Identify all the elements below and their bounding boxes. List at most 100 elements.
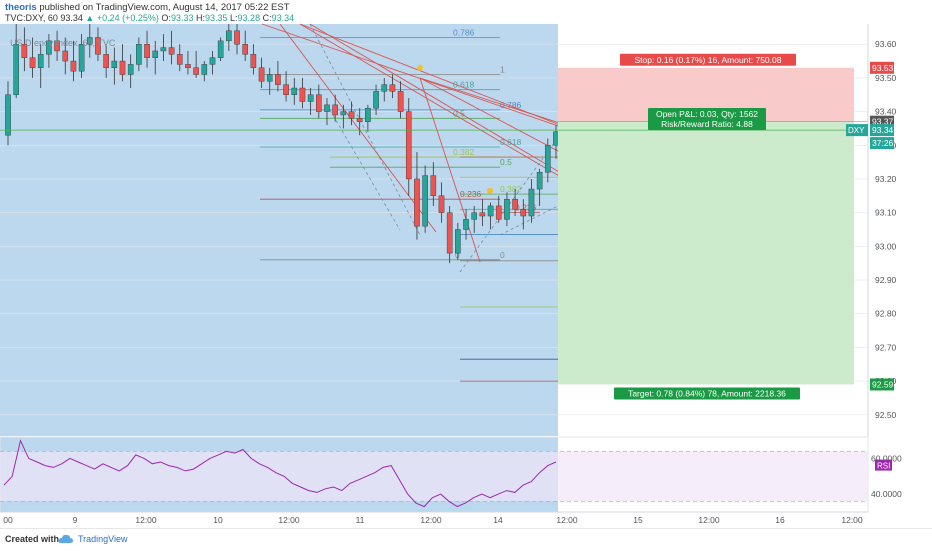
candle[interactable]: [324, 104, 330, 112]
author-link[interactable]: theoris: [5, 2, 37, 13]
price-tick-label: 92.90: [875, 275, 897, 285]
low-value: 93.28: [237, 13, 261, 23]
candle[interactable]: [258, 67, 265, 82]
candle[interactable]: [21, 44, 28, 58]
candle[interactable]: [455, 229, 461, 254]
candle[interactable]: [487, 205, 494, 217]
candle[interactable]: [62, 50, 69, 62]
candle[interactable]: [46, 40, 52, 55]
symbol-tag-box: [846, 124, 868, 137]
candle[interactable]: [193, 67, 199, 75]
time-tick-label: 00: [3, 515, 13, 525]
candle[interactable]: [463, 219, 469, 230]
candle[interactable]: [422, 175, 428, 227]
candle[interactable]: [438, 195, 445, 213]
candle[interactable]: [275, 74, 281, 85]
candle[interactable]: [70, 60, 77, 72]
candle[interactable]: [545, 145, 551, 173]
candle[interactable]: [332, 104, 338, 116]
candle[interactable]: [95, 37, 101, 55]
time-tick-label: 15: [633, 515, 643, 525]
candle[interactable]: [127, 64, 134, 75]
candle[interactable]: [242, 44, 248, 55]
candle[interactable]: [209, 57, 216, 65]
candle[interactable]: [389, 84, 396, 92]
candle[interactable]: [471, 212, 478, 220]
projection-line[interactable]: [459, 134, 561, 273]
candle[interactable]: [5, 94, 11, 136]
low-label: L:: [230, 13, 238, 23]
candle[interactable]: [136, 44, 142, 65]
candle[interactable]: [348, 111, 355, 119]
candle[interactable]: [119, 60, 126, 75]
price-tick-label: 93.10: [875, 208, 897, 218]
candle[interactable]: [103, 54, 109, 68]
candle[interactable]: [13, 44, 19, 95]
candle[interactable]: [217, 40, 224, 58]
candle[interactable]: [86, 37, 93, 45]
candle[interactable]: [373, 91, 379, 109]
candle[interactable]: [29, 57, 36, 68]
candle[interactable]: [512, 198, 518, 210]
candle[interactable]: [397, 91, 404, 112]
target-zone[interactable]: [558, 121, 854, 385]
fib-level-label: 0.786: [500, 100, 522, 110]
anchor-point[interactable]: [417, 64, 423, 71]
projection-line[interactable]: [329, 109, 401, 231]
trend-line[interactable]: [419, 77, 481, 263]
candle[interactable]: [168, 47, 175, 55]
candle[interactable]: [316, 94, 322, 112]
candle[interactable]: [405, 111, 412, 180]
candle[interactable]: [37, 54, 44, 68]
candle[interactable]: [250, 54, 257, 68]
candle[interactable]: [414, 178, 420, 227]
target-label-box[interactable]: [614, 387, 800, 400]
candle[interactable]: [111, 60, 118, 68]
candle[interactable]: [340, 111, 347, 116]
candle[interactable]: [307, 94, 314, 102]
tradingview-brand[interactable]: TradingView: [78, 534, 128, 544]
fib-level-label: 0.618: [453, 80, 475, 90]
candle[interactable]: [430, 175, 437, 197]
candle[interactable]: [234, 30, 240, 45]
pnl-box[interactable]: [648, 107, 766, 130]
stop-label-box[interactable]: [620, 53, 796, 66]
candle[interactable]: [381, 84, 388, 92]
candle[interactable]: [520, 209, 527, 217]
candle[interactable]: [78, 44, 85, 72]
candle[interactable]: [553, 131, 559, 146]
candle[interactable]: [152, 50, 159, 58]
stop-price-tag-box: [870, 61, 894, 74]
candle[interactable]: [144, 44, 150, 58]
up-arrow-icon: ▲: [85, 13, 95, 23]
candle[interactable]: [201, 64, 208, 75]
trend-line[interactable]: [279, 23, 437, 233]
candle[interactable]: [54, 40, 60, 52]
fib-level-label: 0.786: [453, 27, 475, 37]
candle[interactable]: [536, 172, 543, 190]
anchor-point[interactable]: [487, 187, 493, 194]
symbol-label: TVC:DXY, 60: [5, 13, 58, 23]
candle[interactable]: [160, 47, 167, 52]
candle[interactable]: [479, 212, 486, 217]
candle[interactable]: [446, 212, 453, 254]
candle[interactable]: [283, 84, 289, 95]
candle[interactable]: [365, 108, 371, 122]
series-legend: US D ency Index, 60, TVC: [10, 38, 116, 48]
candle[interactable]: [299, 87, 306, 102]
candle[interactable]: [266, 74, 273, 82]
candle[interactable]: [176, 54, 183, 65]
target-label: Target: 0.78 (0.84%) 78, Amount: 2218.36: [628, 388, 786, 398]
candle[interactable]: [291, 87, 298, 95]
trend-line[interactable]: [299, 23, 561, 126]
candle[interactable]: [495, 205, 502, 220]
candle[interactable]: [185, 64, 191, 68]
candle[interactable]: [226, 30, 232, 42]
price-chart[interactable]: 0.786 1 0.618 0.786 0.5 0.618 0.382 0.5 0.382 0.2…: [0, 0, 932, 528]
candle[interactable]: [528, 188, 535, 217]
candle[interactable]: [356, 118, 363, 122]
rsi-tick-label: 60.0000: [871, 453, 902, 463]
candle[interactable]: [504, 198, 510, 220]
projection-line[interactable]: [309, 23, 421, 236]
countdown-tag-box: [870, 137, 894, 150]
